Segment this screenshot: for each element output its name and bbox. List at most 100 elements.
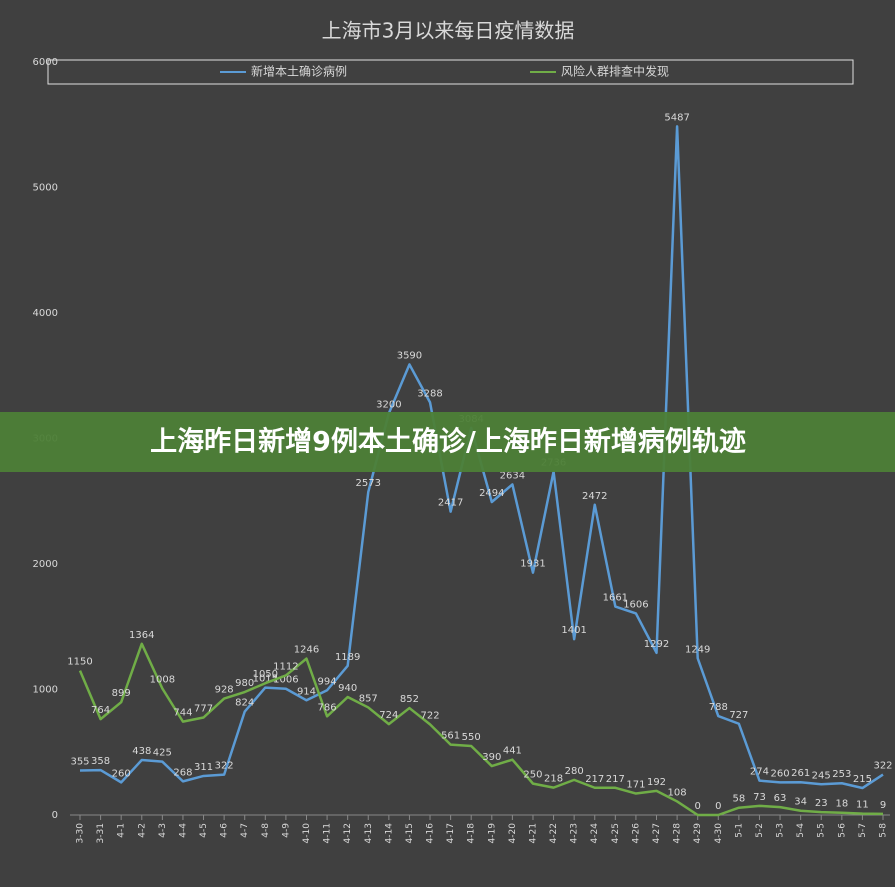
- x-tick-label: 4-17: [446, 823, 456, 843]
- data-label: 994: [318, 676, 337, 687]
- x-tick-label: 4-19: [487, 823, 497, 844]
- data-label: 218: [544, 774, 563, 785]
- data-label: 322: [873, 761, 892, 772]
- x-tick-label: 5-2: [755, 823, 765, 838]
- data-label: 322: [215, 761, 234, 772]
- data-label: 2494: [479, 488, 504, 499]
- data-label: 788: [709, 702, 728, 713]
- data-label: 777: [194, 703, 213, 714]
- data-label: 1008: [150, 674, 175, 685]
- x-tick-label: 4-16: [426, 823, 436, 844]
- x-tick-label: 4-2: [137, 823, 147, 838]
- data-label: 1931: [520, 559, 545, 570]
- data-label: 192: [647, 777, 666, 788]
- data-label: 561: [441, 731, 460, 742]
- x-tick-label: 4-14: [384, 823, 394, 844]
- data-label: 217: [606, 774, 625, 785]
- data-label: 1606: [623, 599, 648, 610]
- data-label: 253: [832, 769, 851, 780]
- data-label: 245: [812, 770, 831, 781]
- data-label: 73: [753, 792, 766, 803]
- data-label: 914: [297, 686, 316, 697]
- x-tick-label: 4-6: [220, 823, 230, 838]
- data-label: 2417: [438, 498, 463, 509]
- data-label: 0: [715, 801, 721, 812]
- data-label: 1401: [561, 625, 586, 636]
- data-label: 928: [215, 685, 234, 696]
- data-label: 3590: [397, 350, 422, 361]
- data-label: 63: [774, 793, 787, 804]
- series-line: [78, 642, 884, 817]
- data-label: 438: [132, 746, 151, 757]
- data-label: 18: [835, 799, 848, 810]
- x-tick-label: 4-5: [199, 823, 209, 838]
- data-label: 1150: [67, 657, 92, 668]
- data-label: 550: [462, 732, 481, 743]
- legend-box: [47, 59, 854, 85]
- data-label: 786: [318, 702, 337, 713]
- y-tick-label: 0: [52, 810, 58, 821]
- data-label: 268: [173, 767, 192, 778]
- data-label: 11: [856, 800, 869, 811]
- chart-title: 上海市3月以来每日疫情数据: [322, 19, 575, 43]
- x-tick-label: 4-9: [281, 823, 291, 838]
- data-label: 23: [815, 798, 828, 809]
- data-label: 390: [482, 752, 501, 763]
- y-tick-label: 2000: [33, 559, 58, 570]
- x-tick-label: 4-1: [117, 823, 127, 838]
- x-tick-label: 4-30: [714, 823, 724, 844]
- banner-text: 上海昨日新增9例本土确诊/上海昨日新增病例轨迹: [150, 426, 746, 458]
- data-label: 764: [91, 705, 110, 716]
- x-tick-label: 4-25: [611, 823, 621, 843]
- data-label: 980: [235, 678, 254, 689]
- x-tick-label: 4-10: [302, 823, 312, 844]
- data-label: 250: [523, 770, 542, 781]
- data-label: 1015: [253, 674, 278, 685]
- x-tick-label: 5-6: [837, 823, 847, 838]
- data-label: 744: [173, 708, 192, 719]
- x-tick-label: 4-27: [652, 823, 662, 843]
- data-label: 311: [194, 762, 213, 773]
- data-label: 1292: [644, 639, 669, 650]
- data-label: 3200: [376, 399, 401, 410]
- data-label: 358: [91, 756, 110, 767]
- data-label: 280: [565, 766, 584, 777]
- data-label: 260: [112, 768, 131, 779]
- data-label: 1050: [253, 669, 278, 680]
- data-label: 0: [695, 801, 701, 812]
- legend-label: 新增本土确诊病例: [251, 64, 347, 79]
- data-label: 1246: [294, 645, 319, 656]
- data-label: 852: [400, 694, 419, 705]
- data-label: 108: [668, 787, 687, 798]
- x-tick-label: 4-3: [158, 823, 168, 838]
- y-tick-label: 5000: [33, 183, 58, 194]
- data-label: 217: [585, 774, 604, 785]
- data-label: 727: [729, 710, 748, 721]
- data-label: 9: [880, 800, 886, 811]
- x-tick-label: 4-7: [240, 823, 250, 838]
- x-tick-label: 4-13: [364, 823, 374, 843]
- data-label: 261: [791, 768, 810, 779]
- x-tick-label: 4-18: [467, 823, 477, 844]
- data-label: 940: [338, 683, 357, 694]
- x-tick-label: 3-30: [76, 823, 86, 844]
- x-tick-label: 4-23: [570, 823, 580, 843]
- x-tick-label: 4-8: [261, 823, 271, 838]
- data-label: 1661: [603, 593, 628, 604]
- x-tick-label: 5-8: [879, 823, 889, 838]
- y-tick-label: 6000: [33, 57, 58, 68]
- x-tick-label: 4-26: [631, 823, 641, 844]
- x-tick-label: 5-5: [817, 823, 827, 838]
- data-label: 58: [733, 794, 746, 805]
- y-tick-label: 4000: [33, 308, 58, 319]
- data-label: 2634: [500, 470, 525, 481]
- data-label: 355: [70, 756, 89, 767]
- data-label: 1006: [273, 675, 298, 686]
- data-label: 260: [771, 768, 790, 779]
- x-tick-label: 4-20: [508, 823, 518, 844]
- data-label: 171: [626, 780, 645, 791]
- data-label: 425: [153, 748, 172, 759]
- data-label: 1249: [685, 644, 710, 655]
- data-label: 5487: [664, 112, 689, 123]
